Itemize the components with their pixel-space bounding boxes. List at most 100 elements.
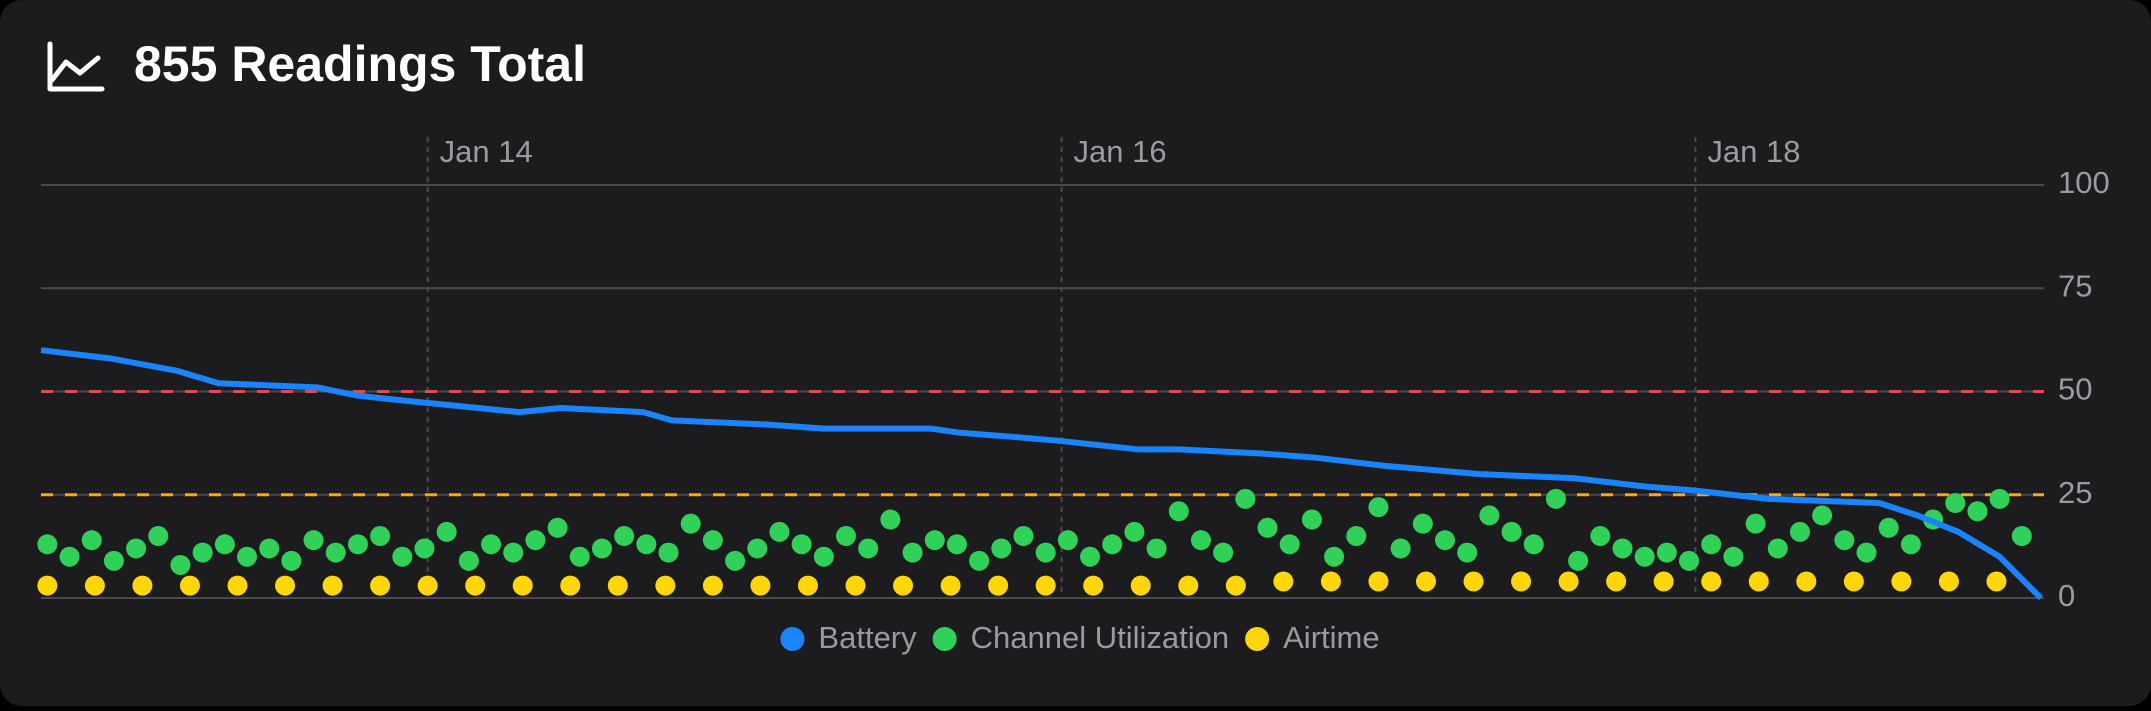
data-point (1568, 550, 1589, 571)
data-point (1656, 542, 1677, 563)
data-point (1856, 542, 1877, 563)
data-point (1723, 546, 1744, 567)
data-point (725, 550, 746, 571)
data-point (414, 538, 435, 559)
data-point (1891, 571, 1912, 592)
data-point (547, 517, 568, 538)
data-point (1346, 526, 1367, 547)
data-point (2011, 526, 2032, 547)
data-point (259, 538, 280, 559)
data-point (1989, 488, 2010, 509)
data-point (1124, 521, 1145, 542)
data-point (1083, 575, 1104, 596)
data-point (1812, 505, 1833, 526)
data-point (1590, 526, 1611, 547)
data-point (1013, 526, 1034, 547)
data-point (126, 538, 147, 559)
data-point (769, 521, 790, 542)
data-point (940, 575, 961, 596)
data-point (481, 534, 502, 555)
chart-icon (47, 41, 105, 92)
data-point (1634, 546, 1655, 567)
data-point (1945, 493, 1966, 514)
data-point (702, 530, 723, 551)
x-tick-label: Jan 18 (1707, 134, 1800, 169)
marks (37, 347, 2043, 601)
data-point (525, 530, 546, 551)
data-point (1457, 542, 1478, 563)
data-point (170, 554, 191, 575)
data-point (370, 575, 391, 596)
data-point (988, 575, 1009, 596)
data-point (512, 575, 533, 596)
data-point (1878, 517, 1899, 538)
y-tick-label: 75 (2058, 268, 2092, 303)
data-point (836, 526, 857, 547)
data-point (1390, 538, 1411, 559)
data-point (614, 526, 635, 547)
data-point (1412, 513, 1433, 534)
data-point (436, 521, 457, 542)
data-point (1435, 530, 1456, 551)
legend-label: Battery (818, 620, 917, 655)
data-point (946, 534, 967, 555)
data-point (227, 575, 248, 596)
data-point (655, 575, 676, 596)
data-point (1057, 530, 1078, 551)
data-point (591, 538, 612, 559)
data-point (458, 550, 479, 571)
y-tick-label: 50 (2058, 372, 2092, 407)
data-point (1938, 571, 1959, 592)
data-point (1612, 538, 1633, 559)
data-point (179, 575, 200, 596)
data-point (84, 575, 105, 596)
data-point (1235, 488, 1256, 509)
data-point (893, 575, 914, 596)
data-point (902, 542, 923, 563)
data-point (1653, 571, 1674, 592)
data-point (991, 538, 1012, 559)
data-point (347, 534, 368, 555)
data-point (417, 575, 438, 596)
data-point (1986, 571, 2007, 592)
data-point (969, 550, 990, 571)
data-point (37, 575, 58, 596)
data-point (560, 575, 581, 596)
data-point (747, 538, 768, 559)
data-point (680, 513, 701, 534)
legend-item: Channel Utilization (932, 620, 1229, 655)
data-point (37, 534, 58, 555)
data-point (1679, 550, 1700, 571)
data-point (1035, 575, 1056, 596)
data-point (1130, 575, 1151, 596)
data-point (750, 575, 771, 596)
data-point (322, 575, 343, 596)
y-tick-label: 25 (2058, 475, 2092, 510)
data-point (813, 546, 834, 567)
data-point (192, 542, 213, 563)
data-point (607, 575, 628, 596)
chart-title: 855 Readings Total (134, 36, 586, 92)
data-point (1146, 538, 1167, 559)
data-point (1523, 534, 1544, 555)
legend-item: Airtime (1245, 620, 1380, 655)
data-point (281, 550, 302, 571)
data-point (1545, 488, 1566, 509)
data-point (658, 542, 679, 563)
data-point (465, 575, 486, 596)
data-point (845, 575, 866, 596)
data-point (303, 530, 324, 551)
data-point (569, 546, 590, 567)
battery-line (40, 347, 2043, 601)
data-point (275, 575, 296, 596)
data-point (1301, 509, 1322, 530)
data-point (392, 546, 413, 567)
data-point (1080, 546, 1101, 567)
data-point (237, 546, 258, 567)
legend-label: Airtime (1283, 620, 1379, 655)
data-point (103, 550, 124, 571)
data-point (791, 534, 812, 555)
